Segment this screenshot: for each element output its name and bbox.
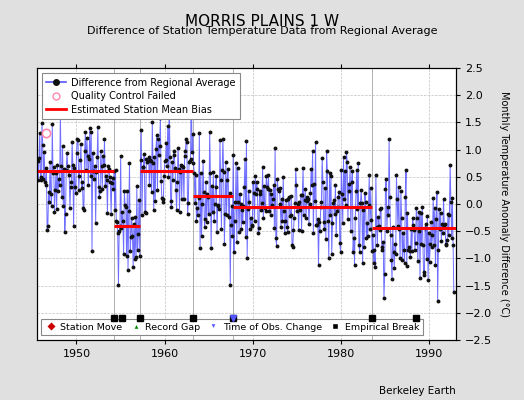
Legend: Station Move, Record Gap, Time of Obs. Change, Empirical Break: Station Move, Record Gap, Time of Obs. C…: [41, 319, 423, 335]
Text: MORRIS PLAINS 1 W: MORRIS PLAINS 1 W: [185, 14, 339, 29]
Text: Difference of Station Temperature Data from Regional Average: Difference of Station Temperature Data f…: [87, 26, 437, 36]
Y-axis label: Monthly Temperature Anomaly Difference (°C): Monthly Temperature Anomaly Difference (…: [499, 91, 509, 317]
Text: Berkeley Earth: Berkeley Earth: [379, 386, 456, 396]
